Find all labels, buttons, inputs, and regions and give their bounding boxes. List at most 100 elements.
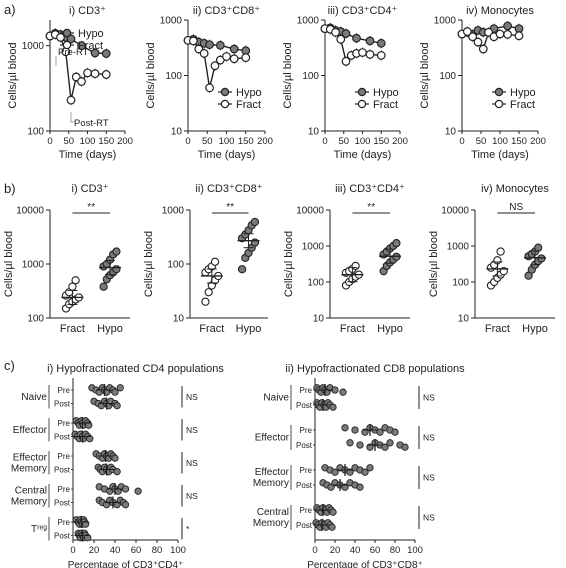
y-tick-label: 1000: [160, 16, 183, 27]
data-point: [85, 421, 93, 429]
data-point-hypo: [534, 243, 543, 252]
row-label-post: Post: [54, 433, 71, 442]
y-tick-label: 10: [308, 127, 320, 138]
data-point-hypo: [99, 282, 108, 291]
data-point-fract: [71, 276, 80, 285]
data-point-fract: [56, 33, 65, 42]
panel-label-a: a): [4, 2, 16, 17]
data-point-hypo: [250, 217, 260, 227]
significance-label: NS: [186, 458, 198, 468]
row-label-pre: Pre: [58, 419, 71, 428]
y-tick-label: 1000: [434, 16, 457, 27]
row-label-pre: Pre: [58, 452, 71, 461]
x-tick-label: 50: [63, 136, 74, 147]
data-point: [341, 424, 349, 432]
data-point: [356, 483, 364, 491]
data-point: [81, 520, 90, 528]
data-point-hypo: [352, 33, 361, 43]
x-tick-label: 50: [338, 136, 349, 147]
significance-label: **: [226, 202, 234, 213]
data-point-hypo: [66, 34, 76, 44]
panel-label-b: b): [4, 181, 16, 196]
annotation-post-arrow: [70, 112, 75, 123]
y-tick-label: 100: [165, 71, 182, 82]
data-point: [366, 464, 374, 472]
significance-label: **: [367, 202, 375, 213]
chart-title: ii) CD3⁺CD8⁺: [195, 183, 262, 195]
annotation-post-rt: Post-RT: [74, 118, 109, 129]
data-point-fract: [365, 49, 375, 59]
y-tick-label: 10: [313, 314, 325, 325]
data-point-fract: [503, 30, 513, 39]
chart-title: iv) Monocytes: [481, 183, 549, 195]
chart-title: i) Hypofractionated CD4 populations: [47, 363, 224, 375]
category-label: Fract: [485, 323, 510, 335]
data-point-hypo: [112, 265, 121, 274]
data-point: [113, 468, 121, 476]
x-tick-label: 200: [257, 136, 273, 147]
x-tick-label: 50: [476, 136, 487, 147]
y-tick-label: 100: [167, 260, 184, 271]
group-label: Effector: [13, 452, 48, 463]
x-tick-label: 20: [89, 545, 100, 556]
dot-plot-b-iii: iii) CD3⁺CD4⁺ 10 100 1000 10000 Cells/µl bloo…: [283, 183, 410, 335]
legend-marker-fract: [357, 99, 367, 109]
y-tick-label: 100: [439, 71, 456, 82]
data-point-hypo: [392, 238, 401, 248]
x-tick-label: 60: [370, 545, 381, 556]
data-point: [391, 428, 399, 436]
data-point-hypo: [215, 40, 225, 50]
annotation-pre-rt: Pre-RT: [58, 47, 89, 58]
significance-label: NS: [186, 491, 198, 501]
significance-label: NS: [423, 393, 435, 403]
data-point-fract: [331, 27, 340, 37]
significance-label: NS: [186, 425, 198, 435]
group-label: Memory: [253, 478, 289, 489]
y-tick-label: 100: [27, 127, 44, 138]
y-tick-label: 100: [307, 278, 324, 289]
data-point-fract: [222, 52, 231, 61]
data-point-hypo: [250, 238, 260, 247]
x-tick-label: 100: [80, 136, 96, 147]
y-axis-label: Cells/µl blood: [282, 42, 294, 108]
x-tick-label: 80: [390, 545, 401, 556]
category-label: Hypo: [377, 323, 403, 335]
legend-marker-hypo: [494, 87, 504, 97]
chart-title: iii) CD3⁺CD4⁺: [328, 5, 398, 17]
data-point: [401, 443, 409, 451]
data-point: [356, 441, 364, 449]
y-axis-label: Cells/µl blood: [145, 42, 157, 108]
x-tick-label: 150: [511, 136, 527, 147]
data-point-hypo: [112, 247, 121, 256]
legend-marker-hypo: [357, 87, 367, 97]
x-axis-label: Percentage of CD3⁺CD8⁺: [307, 560, 423, 568]
row-label-pre: Pre: [58, 518, 71, 527]
significance-label: NS: [423, 473, 435, 483]
data-point: [346, 439, 354, 447]
x-tick-label: 0: [70, 545, 75, 556]
x-axis-label: Percentage of CD3⁺CD4⁺: [68, 560, 184, 568]
group-label: Central: [257, 507, 289, 518]
row-label-pre: Pre: [300, 426, 313, 435]
legend-label: Hypo: [78, 28, 104, 40]
y-axis-label: Cells/µl blood: [143, 231, 155, 297]
x-tick-label: 100: [407, 545, 423, 556]
group-label: Naive: [263, 393, 289, 404]
x-tick-label: 0: [47, 136, 52, 147]
data-point-fract: [77, 77, 86, 86]
data-point: [366, 443, 374, 451]
data-point: [331, 468, 339, 476]
x-tick-label: 200: [117, 136, 133, 147]
significance-label: *: [186, 524, 190, 534]
legend-label: Hypo: [510, 87, 536, 99]
category-label: Hypo: [236, 323, 262, 335]
data-point-fract: [101, 70, 111, 79]
chart-title: ii) Hypofractionated CD8 populations: [285, 363, 465, 375]
legend-label: Hypo: [236, 87, 262, 99]
x-tick-label: 150: [238, 136, 254, 147]
data-point-fract: [66, 95, 76, 105]
group-label: Memory: [11, 463, 47, 474]
